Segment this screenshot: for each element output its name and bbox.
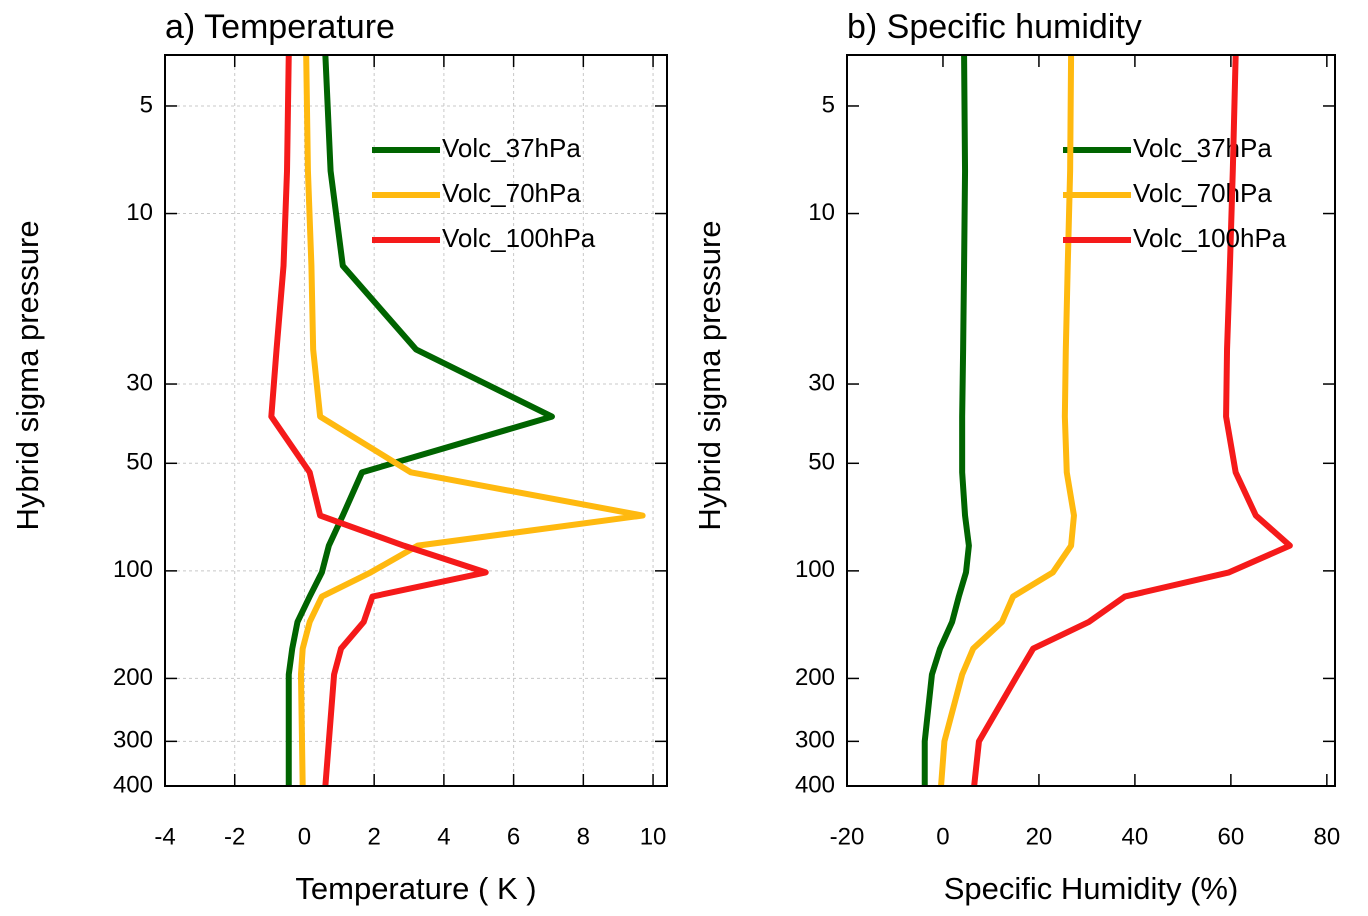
y-tick-label: 10 (126, 199, 153, 226)
y-tick-label: 200 (113, 664, 153, 691)
x-tick-label: -2 (224, 823, 245, 850)
x-axis-label: Specific Humidity (%) (944, 871, 1239, 906)
legend-label: Volc_100hPa (1133, 223, 1287, 253)
y-tick-label: 50 (126, 449, 153, 476)
y-axis-label: Hybrid sigma pressure (692, 220, 727, 530)
panel: -20 0 20 40 60 80 5 10 30 50 100 200 300 400 Volc_37hP… (692, 8, 1340, 906)
y-tick-label: 100 (113, 556, 153, 583)
x-tick-label: 60 (1218, 823, 1245, 850)
y-tick-label: 50 (808, 449, 835, 476)
x-tick-label: 0 (936, 823, 949, 850)
data-line (268, 54, 489, 787)
y-tick-label: 10 (808, 199, 835, 226)
data-line (938, 54, 1077, 787)
x-tick-label: 10 (640, 823, 667, 850)
x-tick-label: 8 (577, 823, 590, 850)
chart-title: b) Specific humidity (847, 8, 1142, 46)
x-tick-label: 40 (1122, 823, 1149, 850)
x-tick-label: -4 (154, 823, 175, 850)
x-tick-label: 6 (507, 823, 520, 850)
y-tick-label: 300 (113, 727, 153, 754)
legend-label: Volc_37hPa (1133, 133, 1272, 163)
legend-label: Volc_100hPa (442, 223, 596, 253)
y-tick-label: 5 (140, 91, 153, 118)
plot-frame (846, 54, 1336, 787)
data-line (921, 54, 972, 786)
x-tick-label: 20 (1026, 823, 1053, 850)
data-line (297, 54, 646, 787)
x-tick-label: 2 (367, 823, 380, 850)
legend-label: Volc_37hPa (442, 133, 581, 163)
x-tick-label: 80 (1313, 823, 1340, 850)
y-tick-label: 30 (126, 369, 153, 396)
x-tick-label: 4 (437, 823, 450, 850)
x-tick-label: -20 (830, 823, 865, 850)
y-tick-label: 100 (795, 556, 835, 583)
y-axis-label: Hybrid sigma pressure (10, 220, 45, 530)
chart-title: a) Temperature (165, 8, 395, 46)
legend-label: Volc_70hPa (442, 178, 581, 208)
y-tick-label: 30 (808, 369, 835, 396)
panel: -4 -2 0 2 4 6 8 10 5 10 30 50 100 200 300 400 Volc_37hPa… (10, 8, 668, 906)
y-tick-label: 300 (795, 727, 835, 754)
plot-frame (164, 54, 668, 787)
data-line (285, 54, 555, 786)
y-tick-label: 400 (113, 771, 153, 798)
x-tick-label: 0 (298, 823, 311, 850)
data-line (971, 54, 1293, 787)
y-tick-label: 5 (822, 91, 835, 118)
y-tick-label: 200 (795, 664, 835, 691)
y-tick-label: 400 (795, 771, 835, 798)
legend-label: Volc_70hPa (1133, 178, 1272, 208)
x-axis-label: Temperature ( K ) (295, 871, 536, 906)
